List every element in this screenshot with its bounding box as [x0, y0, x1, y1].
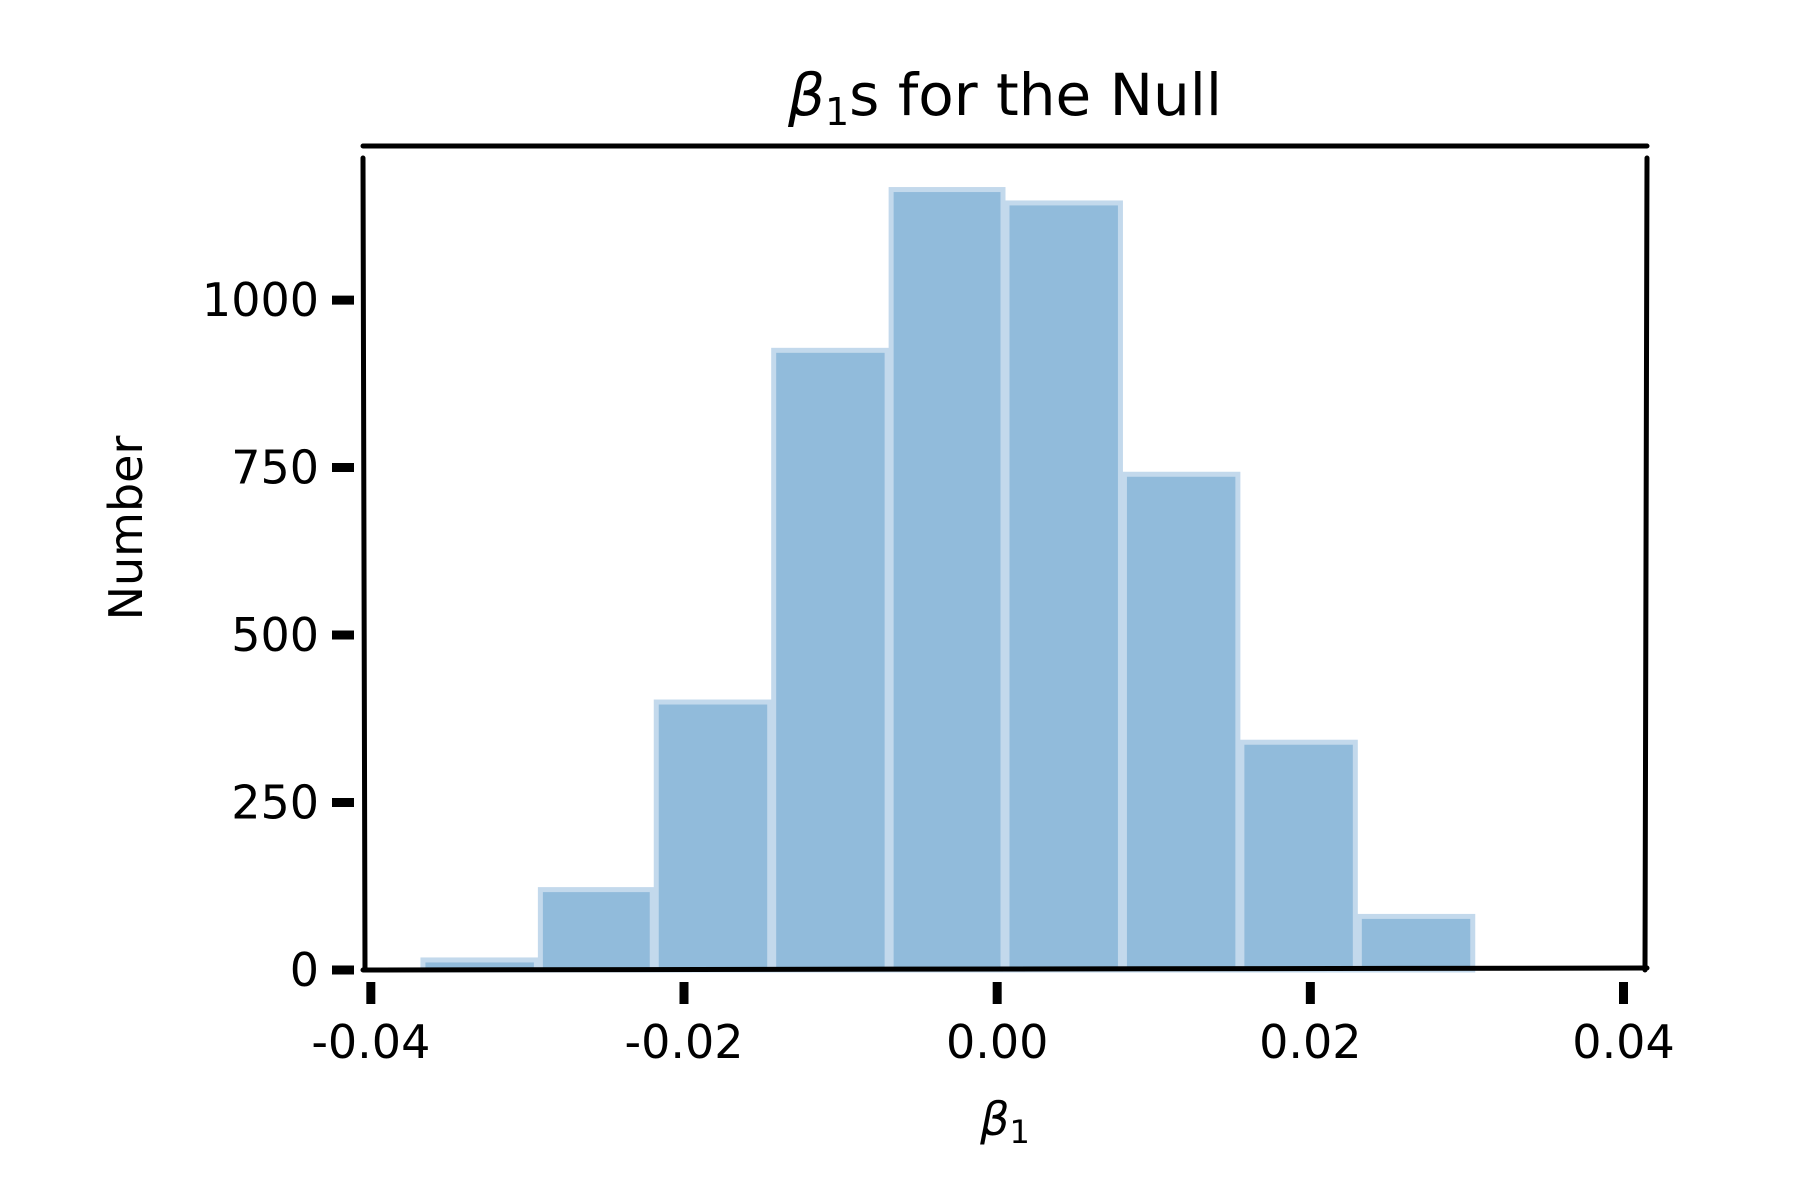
- y-axis-label: Number: [99, 436, 153, 621]
- axis-spine-left: [360, 155, 368, 973]
- x-tick-label: 0.00: [946, 1015, 1048, 1069]
- x-tick-label: 0.04: [1572, 1015, 1674, 1069]
- y-tick-label: 750: [231, 441, 319, 495]
- y-axis-ticks: 0 250 500 750 1000: [202, 273, 354, 997]
- y-tick-label: 250: [231, 776, 319, 830]
- histogram-bar: [1004, 200, 1123, 973]
- histogram-bar: [888, 187, 1006, 973]
- x-axis-label-symbol: β: [979, 1092, 1009, 1146]
- histogram-bar: [1356, 913, 1476, 973]
- x-axis-ticks: -0.04 -0.02 0.00 0.02 0.04: [311, 982, 1675, 1069]
- x-tick-label: -0.02: [624, 1015, 743, 1069]
- histogram-bar: [653, 699, 773, 973]
- title-symbol: β: [787, 61, 825, 129]
- x-axis-label: β1: [979, 1092, 1030, 1151]
- y-tick-label: 0: [290, 943, 319, 997]
- y-tick-label: 500: [231, 608, 319, 662]
- title-subscript: 1: [825, 90, 849, 134]
- y-tick-label: 1000: [202, 273, 319, 327]
- x-tick-label: -0.04: [311, 1015, 430, 1069]
- x-axis-label-subscript: 1: [1010, 1113, 1030, 1151]
- histogram-bar: [1239, 739, 1358, 973]
- axis-spine-bottom: [360, 965, 1650, 973]
- x-tick-label: 0.02: [1259, 1015, 1361, 1069]
- bars-layer: [420, 187, 1476, 973]
- histogram-bar: [537, 887, 655, 973]
- histogram-bar: [771, 347, 890, 973]
- title-rest: s for the Null: [849, 61, 1222, 129]
- axis-spine-right: [1642, 155, 1650, 973]
- chart-title: β1s for the Null: [787, 61, 1222, 134]
- histogram-bar: [1121, 471, 1241, 973]
- axes-frame: [360, 143, 1650, 973]
